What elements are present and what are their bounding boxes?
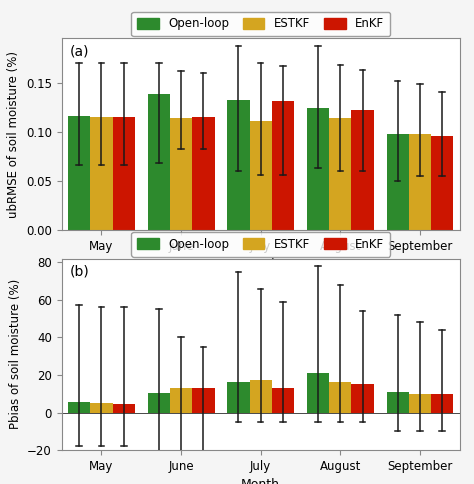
Bar: [170, 388, 192, 412]
Bar: [249, 121, 272, 230]
Bar: [147, 393, 170, 412]
Bar: [192, 388, 215, 412]
Bar: [386, 392, 409, 412]
Bar: [307, 108, 329, 230]
Legend: Open-loop, ESTKF, EnKF: Open-loop, ESTKF, EnKF: [131, 12, 390, 36]
Bar: [227, 381, 249, 412]
Bar: [307, 373, 329, 412]
Bar: [431, 136, 454, 230]
Text: (b): (b): [70, 264, 89, 278]
Bar: [90, 403, 113, 412]
Bar: [90, 117, 113, 230]
Bar: [352, 384, 374, 412]
Bar: [386, 134, 409, 230]
Bar: [352, 110, 374, 230]
Bar: [329, 118, 352, 230]
Bar: [192, 117, 215, 230]
Bar: [272, 388, 294, 412]
X-axis label: Month: Month: [241, 258, 280, 271]
Bar: [272, 101, 294, 230]
Bar: [147, 94, 170, 230]
Y-axis label: Pbias of soil moisture (%): Pbias of soil moisture (%): [9, 279, 22, 429]
Bar: [329, 381, 352, 412]
Bar: [170, 118, 192, 230]
Bar: [249, 379, 272, 412]
Y-axis label: ubRMSE of soil moisture (%): ubRMSE of soil moisture (%): [7, 51, 20, 218]
Bar: [409, 134, 431, 230]
Bar: [68, 116, 90, 230]
Text: (a): (a): [70, 44, 89, 58]
Bar: [113, 404, 135, 412]
Bar: [68, 402, 90, 412]
X-axis label: Month: Month: [241, 478, 280, 484]
Legend: Open-loop, ESTKF, EnKF: Open-loop, ESTKF, EnKF: [131, 232, 390, 257]
Bar: [409, 394, 431, 412]
Bar: [431, 394, 454, 412]
Bar: [227, 100, 249, 230]
Bar: [113, 117, 135, 230]
